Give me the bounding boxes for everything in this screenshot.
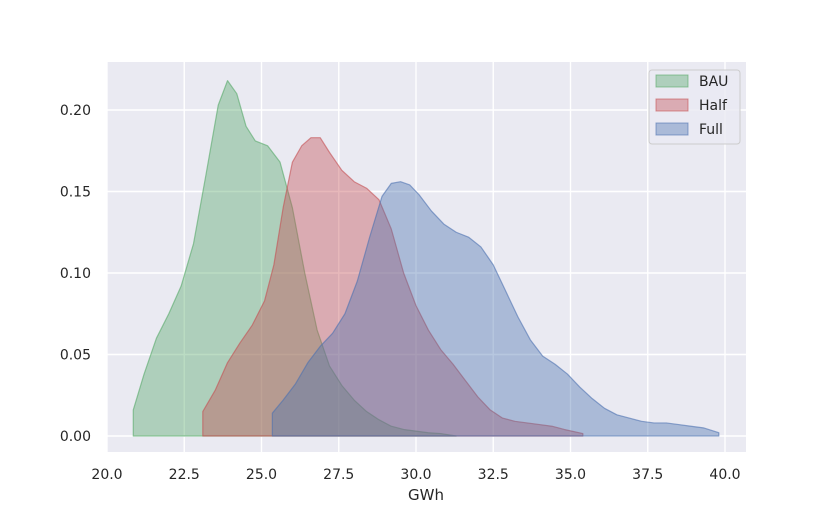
y-axis-ticks: 0.00 0.05 0.10 0.15 0.20 [60, 103, 91, 445]
density-area-bau [132, 80, 457, 437]
plot-background [107, 62, 746, 452]
y-tick-label: 0.15 [60, 185, 91, 201]
legend-swatch-half [655, 98, 689, 112]
x-tick-label: 22.5 [169, 467, 200, 483]
x-tick-label: 40.0 [709, 467, 740, 483]
legend-box [648, 69, 741, 145]
legend-label-full: Full [699, 122, 723, 138]
legend-swatch-bau [655, 74, 689, 88]
legend-label-bau: BAU [699, 74, 728, 90]
y-tick-label: 0.20 [60, 103, 91, 119]
y-tick-label: 0.10 [60, 266, 91, 282]
x-tick-label: 30.0 [400, 467, 431, 483]
density-area-half [202, 137, 584, 437]
legend-label-half: Half [699, 98, 728, 114]
x-tick-label: 25.0 [246, 467, 277, 483]
density-areas [132, 80, 720, 437]
x-tick-label: 27.5 [323, 467, 354, 483]
y-tick-label: 0.05 [60, 348, 91, 364]
x-tick-label: 20.0 [91, 467, 122, 483]
x-tick-label: 32.5 [478, 467, 509, 483]
x-axis-title: GWh [408, 486, 444, 504]
density-area-full [271, 181, 720, 437]
legend-swatch-full [655, 122, 689, 136]
x-axis-ticks: 20.0 22.5 25.0 27.5 30.0 32.5 35.0 37.5 40.0 [91, 467, 740, 483]
y-tick-label: 0.00 [60, 429, 91, 445]
x-tick-label: 35.0 [555, 467, 586, 483]
legend: BAU Half Full [648, 69, 741, 145]
x-tick-label: 37.5 [632, 467, 663, 483]
